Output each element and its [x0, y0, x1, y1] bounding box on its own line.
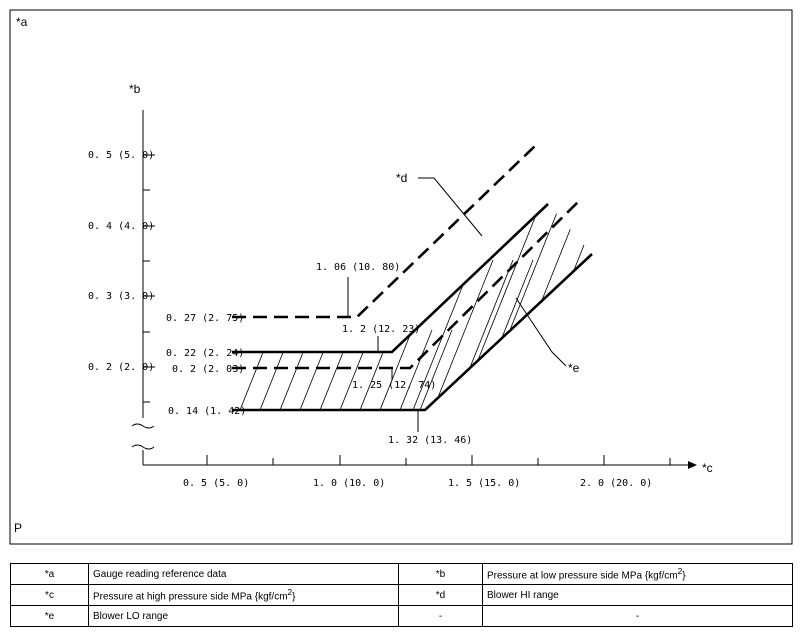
- legend-key: *c: [10, 584, 89, 606]
- lo-upper-knee-label: 1. 2 (12. 23): [342, 324, 420, 335]
- legend-value-superscript: 2: [287, 587, 293, 598]
- y-axis: [131, 110, 155, 465]
- legend-value-superscript: 2: [677, 566, 683, 577]
- lo-range-hatch: [232, 204, 592, 410]
- lo-upper-low-label: 0. 22 (2. 24): [166, 348, 244, 359]
- legend-value-end: }: [682, 570, 686, 582]
- legend-key: -: [398, 605, 483, 627]
- y-tick-label: 0. 2 (2. 0): [88, 362, 154, 373]
- legend-row: *e Blower LO range - -: [10, 605, 793, 627]
- y-tick-label: 0. 3 (3. 0): [88, 291, 154, 302]
- hi-range-upper-line: [232, 144, 537, 319]
- legend-value-text: Pressure at high pressure side MPa {kgf/…: [93, 591, 288, 603]
- legend-value-end: }: [292, 591, 296, 603]
- callout-d-leader: [418, 177, 483, 237]
- callout-d-label: *d: [396, 171, 407, 185]
- x-axis: [143, 455, 697, 469]
- legend-key: *a: [10, 563, 89, 585]
- x-tick-label: 1. 0 (10. 0): [313, 478, 385, 489]
- y-tick-label: 0. 5 (5. 0): [88, 150, 154, 161]
- figure-frame: [9, 9, 793, 545]
- hi-upper-low-label: 0. 27 (2. 75): [166, 313, 244, 324]
- legend-value: Pressure at low pressure side MPa {kgf/c…: [482, 563, 793, 585]
- hi-lower-low-label: 0. 2 (2. 03): [172, 364, 244, 375]
- frame-label: *a: [16, 15, 28, 29]
- legend-value-text: Pressure at low pressure side MPa {kgf/c…: [487, 570, 678, 582]
- legend-value: Pressure at high pressure side MPa {kgf/…: [88, 584, 399, 606]
- y-tick-label: 0. 4 (4. 0): [88, 221, 154, 232]
- lo-lower-knee-label: 1. 32 (13. 46): [388, 435, 472, 446]
- lo-range-upper-line: [232, 203, 549, 354]
- y-axis-marker: *b: [129, 82, 141, 96]
- x-axis-marker: *c: [702, 461, 713, 475]
- hi-upper-knee-label: 1. 06 (10. 80): [316, 262, 400, 273]
- legend-table: *a Gauge reading reference data *b Press…: [10, 563, 793, 627]
- gauge-diagram: *a P *b 0. 5 (5. 0) 0. 4 (4. 0) 0. 3 (3.…: [9, 9, 793, 545]
- legend-key: *e: [10, 605, 89, 627]
- legend-value: Gauge reading reference data: [88, 563, 399, 585]
- legend-key: *d: [398, 584, 483, 606]
- hi-range-lower-line: [232, 197, 583, 370]
- callout-e-label: *e: [568, 361, 580, 375]
- hi-lower-knee-label: 1. 25 (12. 74): [352, 380, 436, 391]
- callout-e-leader: [515, 297, 567, 367]
- x-tick-label: 2. 0 (20. 0): [580, 478, 652, 489]
- lo-range-lower-line: [232, 253, 593, 412]
- corner-mark: P: [14, 521, 22, 535]
- legend-value: Blower HI range: [482, 584, 793, 606]
- legend-row: *a Gauge reading reference data *b Press…: [10, 563, 793, 585]
- lo-lower-low-label: 0. 14 (1. 42): [168, 406, 246, 417]
- legend-value: -: [482, 605, 793, 627]
- x-tick-label: 1. 5 (15. 0): [448, 478, 520, 489]
- legend-row: *c Pressure at high pressure side MPa {k…: [10, 584, 793, 606]
- legend-value: Blower LO range: [88, 605, 399, 627]
- x-tick-label: 0. 5 (5. 0): [183, 478, 249, 489]
- legend-key: *b: [398, 563, 483, 585]
